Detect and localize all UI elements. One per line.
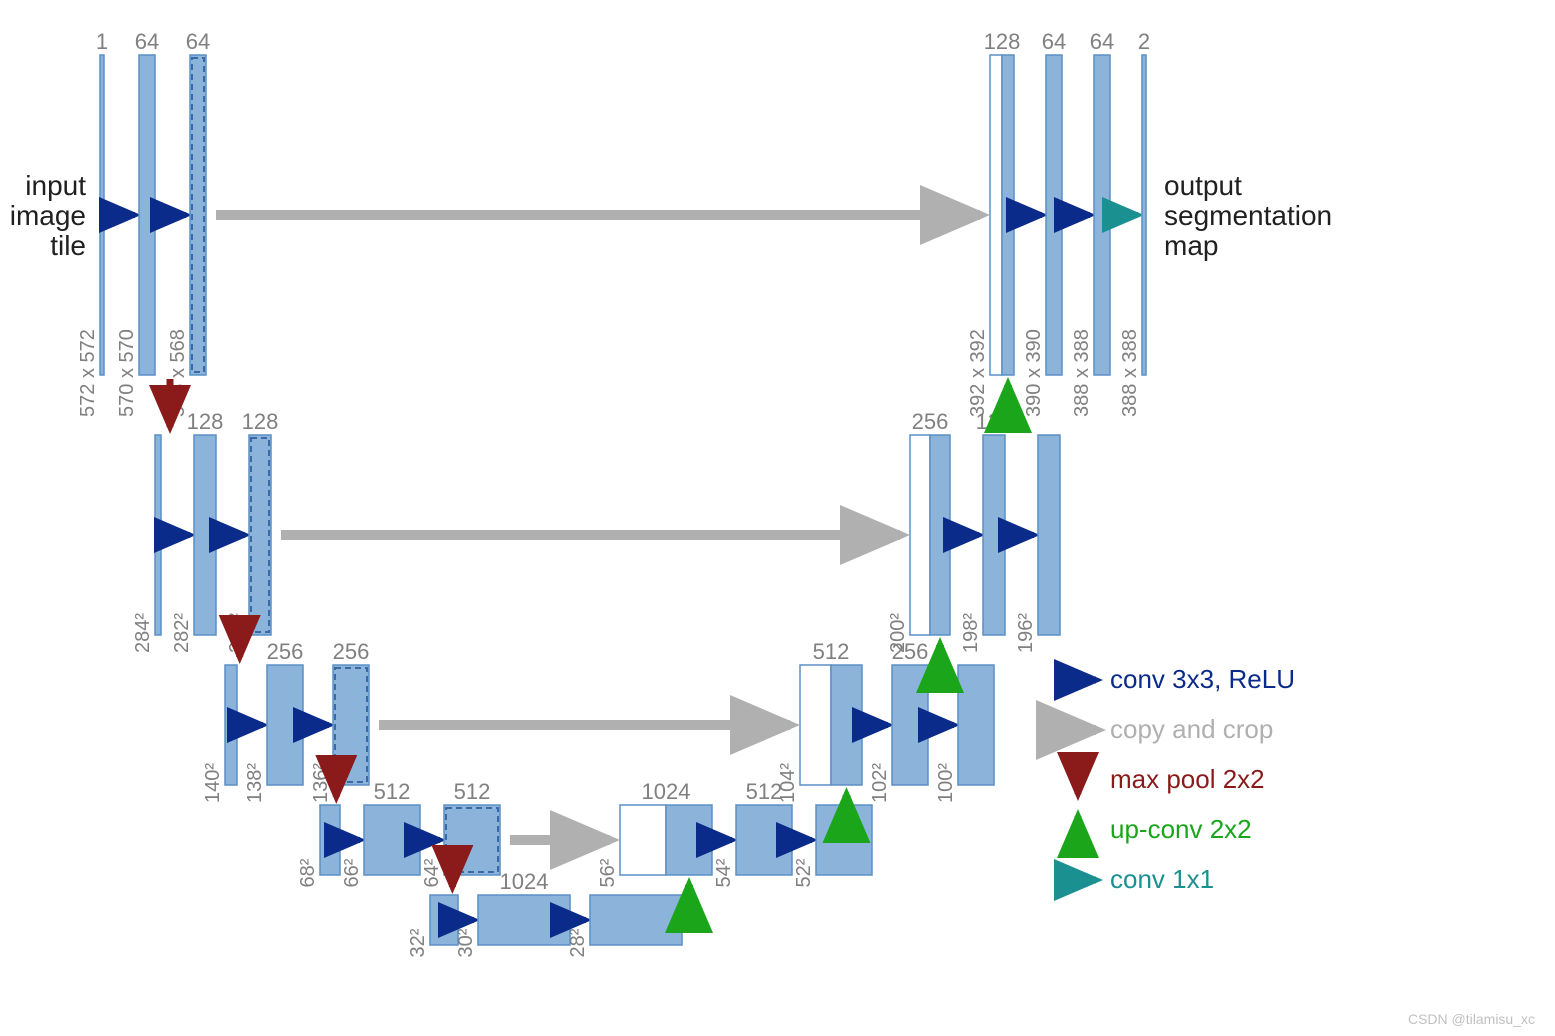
svg-text:198²: 198² bbox=[960, 613, 982, 653]
svg-text:conv 1x1: conv 1x1 bbox=[1110, 864, 1214, 894]
svg-text:conv 3x3, ReLU: conv 3x3, ReLU bbox=[1110, 664, 1295, 694]
svg-text:64: 64 bbox=[1090, 29, 1114, 54]
svg-text:138²: 138² bbox=[244, 763, 266, 803]
svg-text:64: 64 bbox=[1042, 29, 1066, 54]
unet-diagram: 1572 x 57264570 x 57064568 x 568284²1282… bbox=[0, 0, 1555, 1036]
svg-text:392 x 392: 392 x 392 bbox=[967, 329, 989, 417]
svg-text:input: input bbox=[25, 170, 86, 201]
svg-text:68²: 68² bbox=[297, 858, 319, 887]
svg-text:512: 512 bbox=[454, 779, 491, 804]
svg-text:128: 128 bbox=[242, 409, 279, 434]
svg-text:128: 128 bbox=[187, 409, 224, 434]
svg-text:28²: 28² bbox=[567, 928, 589, 957]
svg-text:256: 256 bbox=[267, 639, 304, 664]
svg-text:572 x 572: 572 x 572 bbox=[77, 329, 99, 417]
svg-text:54²: 54² bbox=[713, 858, 735, 887]
svg-text:282²: 282² bbox=[171, 613, 193, 653]
svg-text:tile: tile bbox=[50, 230, 86, 261]
svg-text:64: 64 bbox=[135, 29, 159, 54]
svg-text:max pool 2x2: max pool 2x2 bbox=[1110, 764, 1265, 794]
svg-text:388 x 388: 388 x 388 bbox=[1071, 329, 1093, 417]
svg-text:66²: 66² bbox=[341, 858, 363, 887]
svg-text:512: 512 bbox=[374, 779, 411, 804]
svg-text:52²: 52² bbox=[793, 858, 815, 887]
svg-text:200²: 200² bbox=[887, 613, 909, 653]
svg-text:136²: 136² bbox=[310, 763, 332, 803]
svg-text:140²: 140² bbox=[202, 763, 224, 803]
svg-text:104²: 104² bbox=[777, 763, 799, 803]
svg-text:388 x 388: 388 x 388 bbox=[1119, 329, 1141, 417]
svg-text:128: 128 bbox=[984, 29, 1021, 54]
svg-text:196²: 196² bbox=[1015, 613, 1037, 653]
svg-text:CSDN @tilamisu_xc: CSDN @tilamisu_xc bbox=[1408, 1011, 1535, 1027]
svg-text:1024: 1024 bbox=[500, 869, 549, 894]
svg-text:390 x 390: 390 x 390 bbox=[1023, 329, 1045, 417]
svg-text:up-conv 2x2: up-conv 2x2 bbox=[1110, 814, 1252, 844]
svg-text:100²: 100² bbox=[935, 763, 957, 803]
svg-text:570 x 570: 570 x 570 bbox=[116, 329, 138, 417]
svg-text:64²: 64² bbox=[421, 858, 443, 887]
svg-text:segmentation: segmentation bbox=[1164, 200, 1332, 231]
svg-text:copy and crop: copy and crop bbox=[1110, 714, 1273, 744]
svg-text:256: 256 bbox=[333, 639, 370, 664]
svg-text:284²: 284² bbox=[132, 613, 154, 653]
svg-text:256: 256 bbox=[912, 409, 949, 434]
svg-text:512: 512 bbox=[813, 639, 850, 664]
svg-text:56²: 56² bbox=[597, 858, 619, 887]
svg-text:30²: 30² bbox=[455, 928, 477, 957]
svg-text:1024: 1024 bbox=[642, 779, 691, 804]
svg-text:1: 1 bbox=[96, 29, 108, 54]
svg-text:102²: 102² bbox=[869, 763, 891, 803]
svg-text:64: 64 bbox=[186, 29, 210, 54]
svg-text:output: output bbox=[1164, 170, 1242, 201]
svg-text:2: 2 bbox=[1138, 29, 1150, 54]
svg-text:map: map bbox=[1164, 230, 1218, 261]
svg-text:image: image bbox=[10, 200, 86, 231]
svg-text:32²: 32² bbox=[407, 928, 429, 957]
